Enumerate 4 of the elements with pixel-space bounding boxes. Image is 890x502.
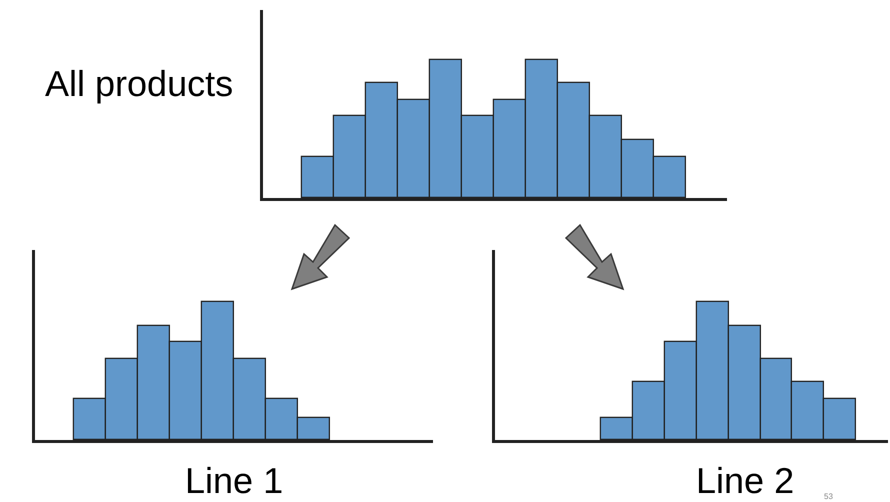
text: 53 — [824, 492, 834, 501]
x-axis-title: Line 2 — [696, 460, 794, 501]
chart-title: All products — [45, 63, 234, 104]
x-axis-title: Line 1 — [185, 460, 284, 501]
